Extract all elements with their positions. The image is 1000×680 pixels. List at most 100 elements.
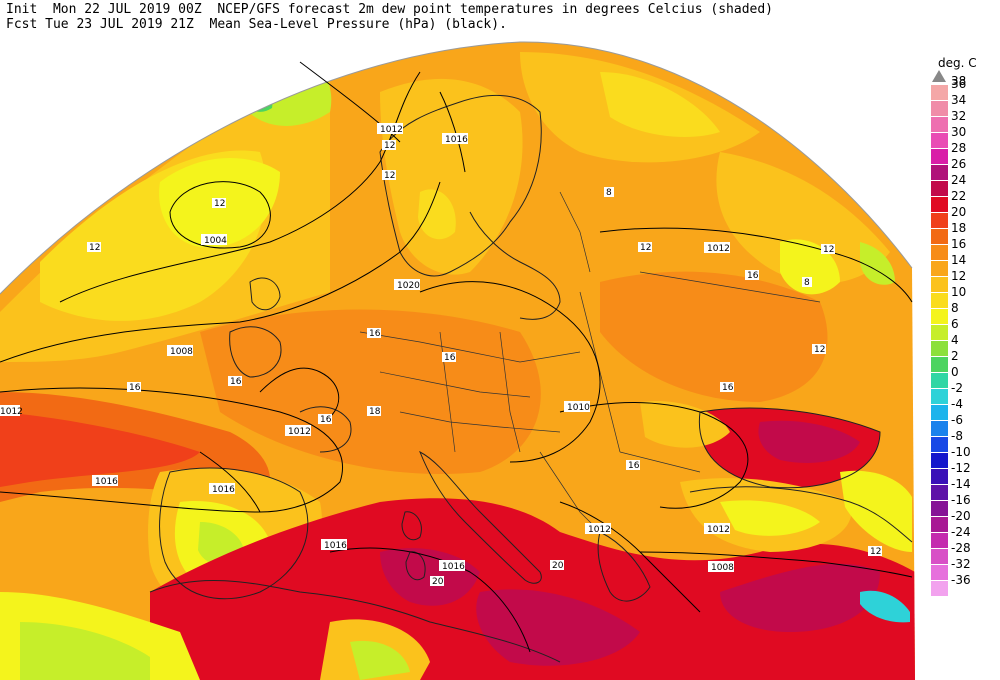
svg-text:1012: 1012 (288, 427, 311, 437)
dewpoint-label: 16 (318, 414, 332, 425)
legend-row: 22 (928, 189, 998, 212)
legend-label: -10 (951, 445, 971, 459)
svg-text:1012: 1012 (588, 525, 611, 535)
svg-text:1016: 1016 (442, 562, 465, 572)
legend-label: 26 (951, 157, 967, 171)
legend-row: -16 (928, 493, 998, 516)
legend-row: 4 (928, 333, 998, 356)
country-borders (359, 191, 821, 533)
legend-row: -10 (928, 445, 998, 468)
legend-label: 28 (951, 141, 967, 155)
legend-swatch (931, 213, 948, 228)
legend-swatch (931, 245, 948, 260)
legend-swatch (931, 117, 948, 132)
legend-label: 2 (951, 349, 959, 363)
svg-text:12: 12 (214, 199, 225, 209)
svg-text:16: 16 (628, 461, 640, 471)
svg-text:1016: 1016 (445, 135, 468, 145)
dewpoint-label: 16 (745, 270, 759, 281)
isobar-label: 1008 (167, 345, 193, 357)
svg-text:12: 12 (384, 171, 395, 181)
legend-swatch (931, 181, 948, 196)
svg-text:18: 18 (369, 407, 381, 417)
legend-label: -12 (951, 461, 971, 475)
legend-label: 0 (951, 365, 959, 379)
legend-swatch (931, 165, 948, 180)
svg-text:1008: 1008 (711, 563, 734, 573)
legend-swatch (931, 101, 948, 116)
svg-text:1020: 1020 (397, 281, 420, 291)
svg-text:16: 16 (230, 377, 242, 387)
dewpoint-label: 12 (868, 546, 882, 557)
isobar-label: 1012 (0, 405, 23, 417)
legend-swatch (931, 309, 948, 324)
legend-row: 0 (928, 365, 998, 388)
legend-label: -36 (951, 573, 971, 587)
legend-row: -2 (928, 381, 998, 404)
legend-row: 10 (928, 285, 998, 308)
legend-label: 16 (951, 237, 967, 251)
legend-label: -20 (951, 509, 971, 523)
isobar-label: 1016 (0, 32, 23, 35)
legend-row: -6 (928, 413, 998, 436)
legend-row: 26 (928, 157, 998, 180)
legend-row: 6 (928, 317, 998, 340)
isobar-label: 1016 (209, 483, 235, 495)
legend-label: 4 (951, 333, 959, 347)
legend-label: 10 (951, 285, 967, 299)
dewpoint-label: 20 (550, 560, 564, 571)
legend-swatch (931, 485, 948, 500)
svg-text:1012: 1012 (380, 125, 403, 135)
legend-label: 8 (951, 301, 959, 315)
dewpoint-label: 8 (604, 187, 614, 198)
isobar-label: 1008 (708, 561, 734, 573)
legend-row: -32 (928, 557, 998, 580)
legend-label: 24 (951, 173, 967, 187)
svg-text:16: 16 (722, 383, 734, 393)
legend-row: 2 (928, 349, 998, 372)
legend-swatch (931, 565, 948, 580)
legend-swatch (931, 85, 948, 100)
dewpoint-label: 16 (442, 352, 456, 363)
coastlines (149, 94, 913, 663)
legend-label: -24 (951, 525, 971, 539)
legend-label: 18 (951, 221, 967, 235)
svg-text:1012: 1012 (0, 407, 23, 417)
svg-text:1016: 1016 (324, 541, 347, 551)
svg-text:1012: 1012 (707, 525, 730, 535)
legend-label: -16 (951, 493, 971, 507)
svg-text:12: 12 (870, 547, 881, 557)
legend-label: -4 (951, 397, 963, 411)
svg-text:8: 8 (804, 278, 810, 288)
legend-swatch (931, 501, 948, 516)
isobar-label: 1012 (704, 242, 730, 254)
isobar-label: 1012 (585, 523, 611, 535)
legend-row: -12 (928, 461, 998, 484)
isobar-label: 1016 (439, 560, 465, 572)
weather-map: 1012 1016 1004 1020 1008 1012 1012 1016 … (0, 32, 915, 680)
svg-text:12: 12 (89, 243, 100, 253)
legend-swatch (931, 133, 948, 148)
svg-text:16: 16 (444, 353, 456, 363)
isobar-label: 1016 (442, 133, 468, 145)
legend-label: -28 (951, 541, 971, 555)
dewpoint-label: 16 (228, 376, 242, 387)
legend-swatch (931, 357, 948, 372)
map-svg: 1012 1016 1004 1020 1008 1012 1012 1016 … (0, 32, 915, 680)
legend-swatch (931, 389, 948, 404)
isobar-label: 1012 (704, 523, 730, 535)
legend-row: -14 (928, 477, 998, 500)
dewpoint-label: 12 (382, 140, 396, 151)
legend-row: 28 (928, 141, 998, 164)
dewpoint-label: 8 (802, 277, 812, 288)
legend-rows: 36 34 32 30 28 26 24 22 20 18 16 14 12 10 8 6 4 2 0 -2 -4 -6-… (928, 77, 998, 596)
legend-label: 36 (951, 77, 967, 91)
legend-swatch (931, 437, 948, 452)
legend-row: 20 (928, 205, 998, 228)
legend-swatch (931, 325, 948, 340)
legend-swatch (931, 533, 948, 548)
legend-row: 36 (928, 77, 998, 100)
dewpoint-label: 16 (127, 382, 141, 393)
svg-text:16: 16 (369, 329, 381, 339)
dewpoint-label: 16 (367, 328, 381, 339)
